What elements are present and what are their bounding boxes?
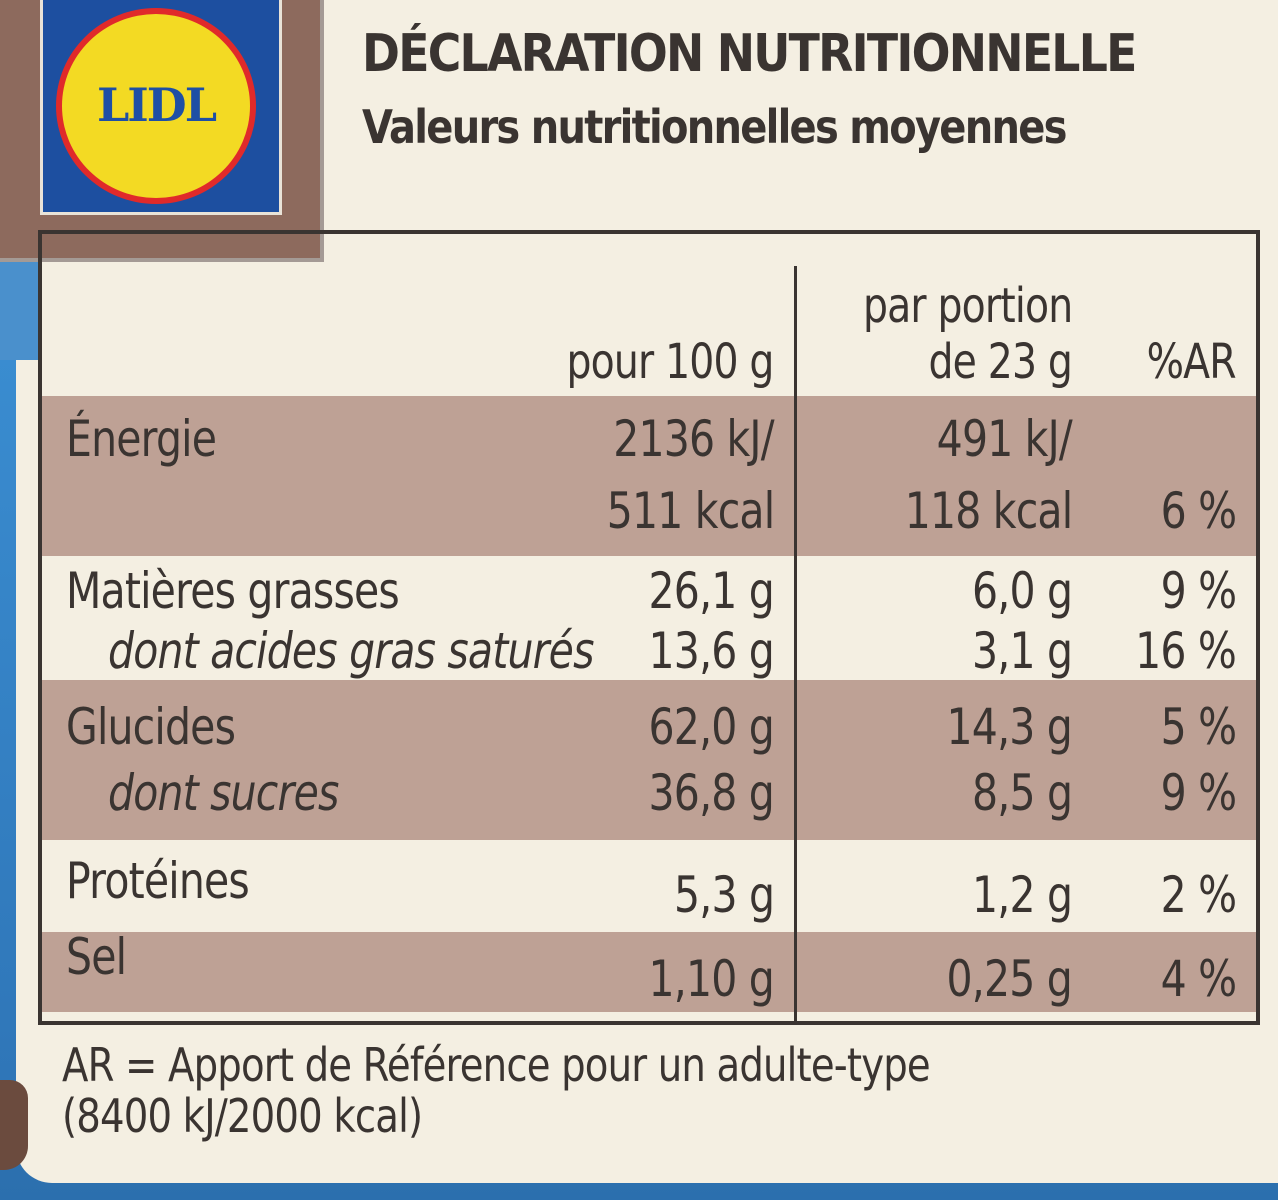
footnote-line-2: (8400 kJ/2000 kcal) [62, 1088, 423, 1143]
protein-ar: 2 % [1160, 866, 1236, 924]
salt-portion: 0,25 g [946, 950, 1073, 1008]
fat-portion: 6,0 g [971, 562, 1073, 620]
row-label: dont acides gras saturés [108, 622, 594, 680]
row-label: Matières grasses [66, 562, 400, 620]
lidl-logo: LIDL [40, 0, 282, 215]
protein-portion: 1,2 g [971, 866, 1073, 924]
protein-per-100: 5,3 g [673, 866, 775, 924]
package-edge [0, 260, 16, 1080]
column-divider [794, 266, 797, 1021]
column-header-portion-line1: par portion [862, 278, 1073, 334]
nutrition-heading: DÉCLARATION NUTRITIONNELLE Valeurs nutri… [362, 28, 1262, 150]
carbs-portion: 14,3 g [946, 698, 1073, 756]
nutrition-table: pour 100 g par portion de 23 g %AR Énerg… [38, 230, 1260, 1025]
table-row-protein: Protéines 5,3 g 1,2 g 2 % [42, 840, 1256, 932]
energy-portion-kcal: 118 kcal [904, 482, 1072, 540]
logo-plate: LIDL [0, 0, 324, 262]
reference-intake-note: AR = Apport de Référence pour un adulte-… [62, 1038, 931, 1143]
table-row-energy: Énergie 2136 kJ/ 511 kcal 491 kJ/ 118 kc… [42, 396, 1256, 556]
saturated-fat-per-100: 13,6 g [648, 622, 775, 680]
table-header: pour 100 g par portion de 23 g %AR [42, 234, 1256, 396]
energy-portion-kj: 491 kJ/ [936, 410, 1073, 468]
energy-per-100-kj: 2136 kJ/ [613, 410, 775, 468]
row-label: Protéines [66, 852, 250, 910]
salt-per-100: 1,10 g [648, 950, 775, 1008]
fat-ar: 9 % [1160, 562, 1236, 620]
row-label: Glucides [66, 698, 236, 756]
carbs-ar: 5 % [1160, 698, 1236, 756]
sugars-portion: 8,5 g [971, 764, 1073, 822]
logo-disc: LIDL [62, 14, 250, 198]
row-label: Énergie [66, 410, 217, 468]
saturated-fat-ar: 16 % [1135, 622, 1237, 680]
column-header-portion-line2: de 23 g [928, 334, 1072, 390]
saturated-fat-portion: 3,1 g [971, 622, 1073, 680]
table-row-fat: Matières grasses 26,1 g 6,0 g 9 % dont a… [42, 556, 1256, 680]
salt-ar: 4 % [1160, 950, 1236, 1008]
table-row-salt: Sel 1,10 g 0,25 g 4 % [42, 928, 1256, 1012]
sugars-ar: 9 % [1160, 764, 1236, 822]
row-label: dont sucres [108, 764, 339, 822]
table-row-carbs: Glucides 62,0 g 14,3 g 5 % dont sucres 3… [42, 680, 1256, 840]
nutrition-title: DÉCLARATION NUTRITIONNELLE [362, 24, 1137, 84]
logo-brand-text: LIDL [96, 78, 217, 132]
carbs-per-100: 62,0 g [648, 698, 775, 756]
sugars-per-100: 36,8 g [648, 764, 775, 822]
column-header-per-100g: pour 100 g [566, 334, 775, 390]
cookie-crumb [0, 1080, 28, 1170]
column-header-ar: %AR [1146, 334, 1237, 390]
footnote-line-1: AR = Apport de Référence pour un adulte-… [62, 1038, 931, 1092]
logo-ring: LIDL [56, 8, 256, 204]
energy-ar: 6 % [1160, 482, 1236, 540]
energy-per-100-kcal: 511 kcal [606, 482, 774, 540]
nutrition-subtitle: Valeurs nutritionnelles moyennes [362, 100, 1067, 154]
row-label: Sel [66, 928, 127, 986]
fat-per-100: 26,1 g [648, 562, 775, 620]
